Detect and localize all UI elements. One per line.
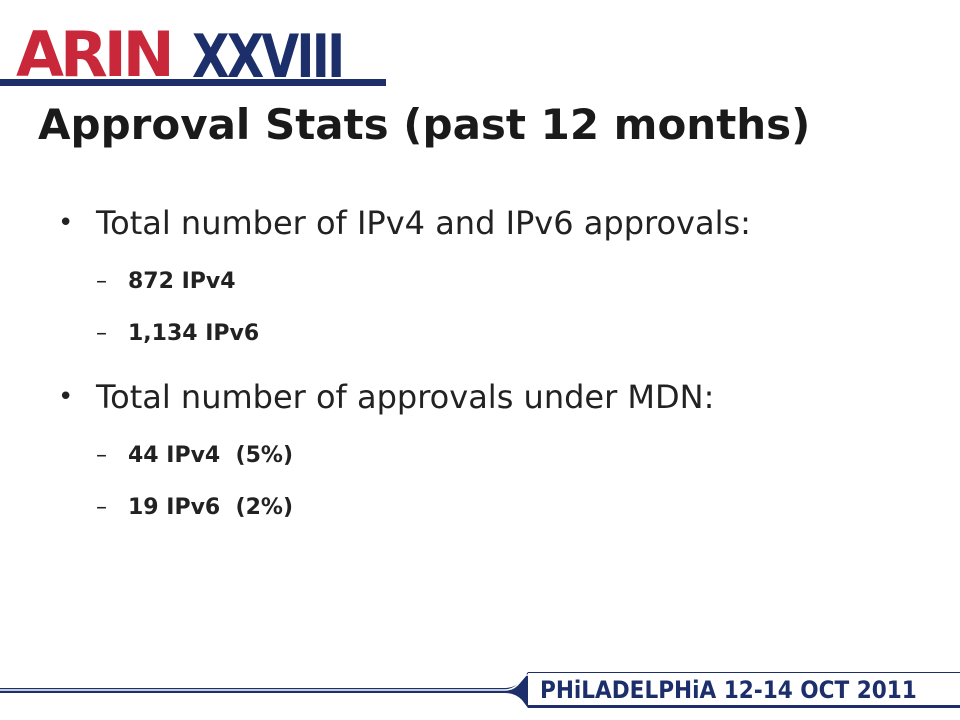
sub-item: 872 IPv4 [96, 256, 916, 308]
header-stripe [0, 79, 386, 86]
footer-text: PHiLADELPHiA 12-14 OCT 2011 [540, 676, 917, 704]
bullet: Total number of approvals under MDN: 44 I… [56, 372, 916, 534]
bullet-text: Total number of approvals under MDN: [96, 378, 715, 416]
bullet: Total number of IPv4 and IPv6 approvals:… [56, 198, 916, 360]
footer-underline [528, 705, 960, 708]
bullet-text: Total number of IPv4 and IPv6 approvals: [96, 204, 751, 242]
sub-item: 44 IPv4 (5%) [96, 430, 916, 482]
sub-item: 1,134 IPv6 [96, 308, 916, 360]
sub-list: 872 IPv41,134 IPv6 [96, 256, 916, 360]
sub-list: 44 IPv4 (5%)19 IPv6 (2%) [96, 430, 916, 534]
logo-left: ARIN [16, 18, 175, 91]
bullet-list: Total number of IPv4 and IPv6 approvals:… [56, 198, 916, 546]
footer-panel [528, 673, 960, 707]
footer-line [0, 674, 960, 691]
sub-item: 19 IPv6 (2%) [96, 482, 916, 534]
logo-right: XXVIII [192, 22, 345, 92]
slide-title: Approval Stats (past 12 months) [38, 100, 811, 149]
